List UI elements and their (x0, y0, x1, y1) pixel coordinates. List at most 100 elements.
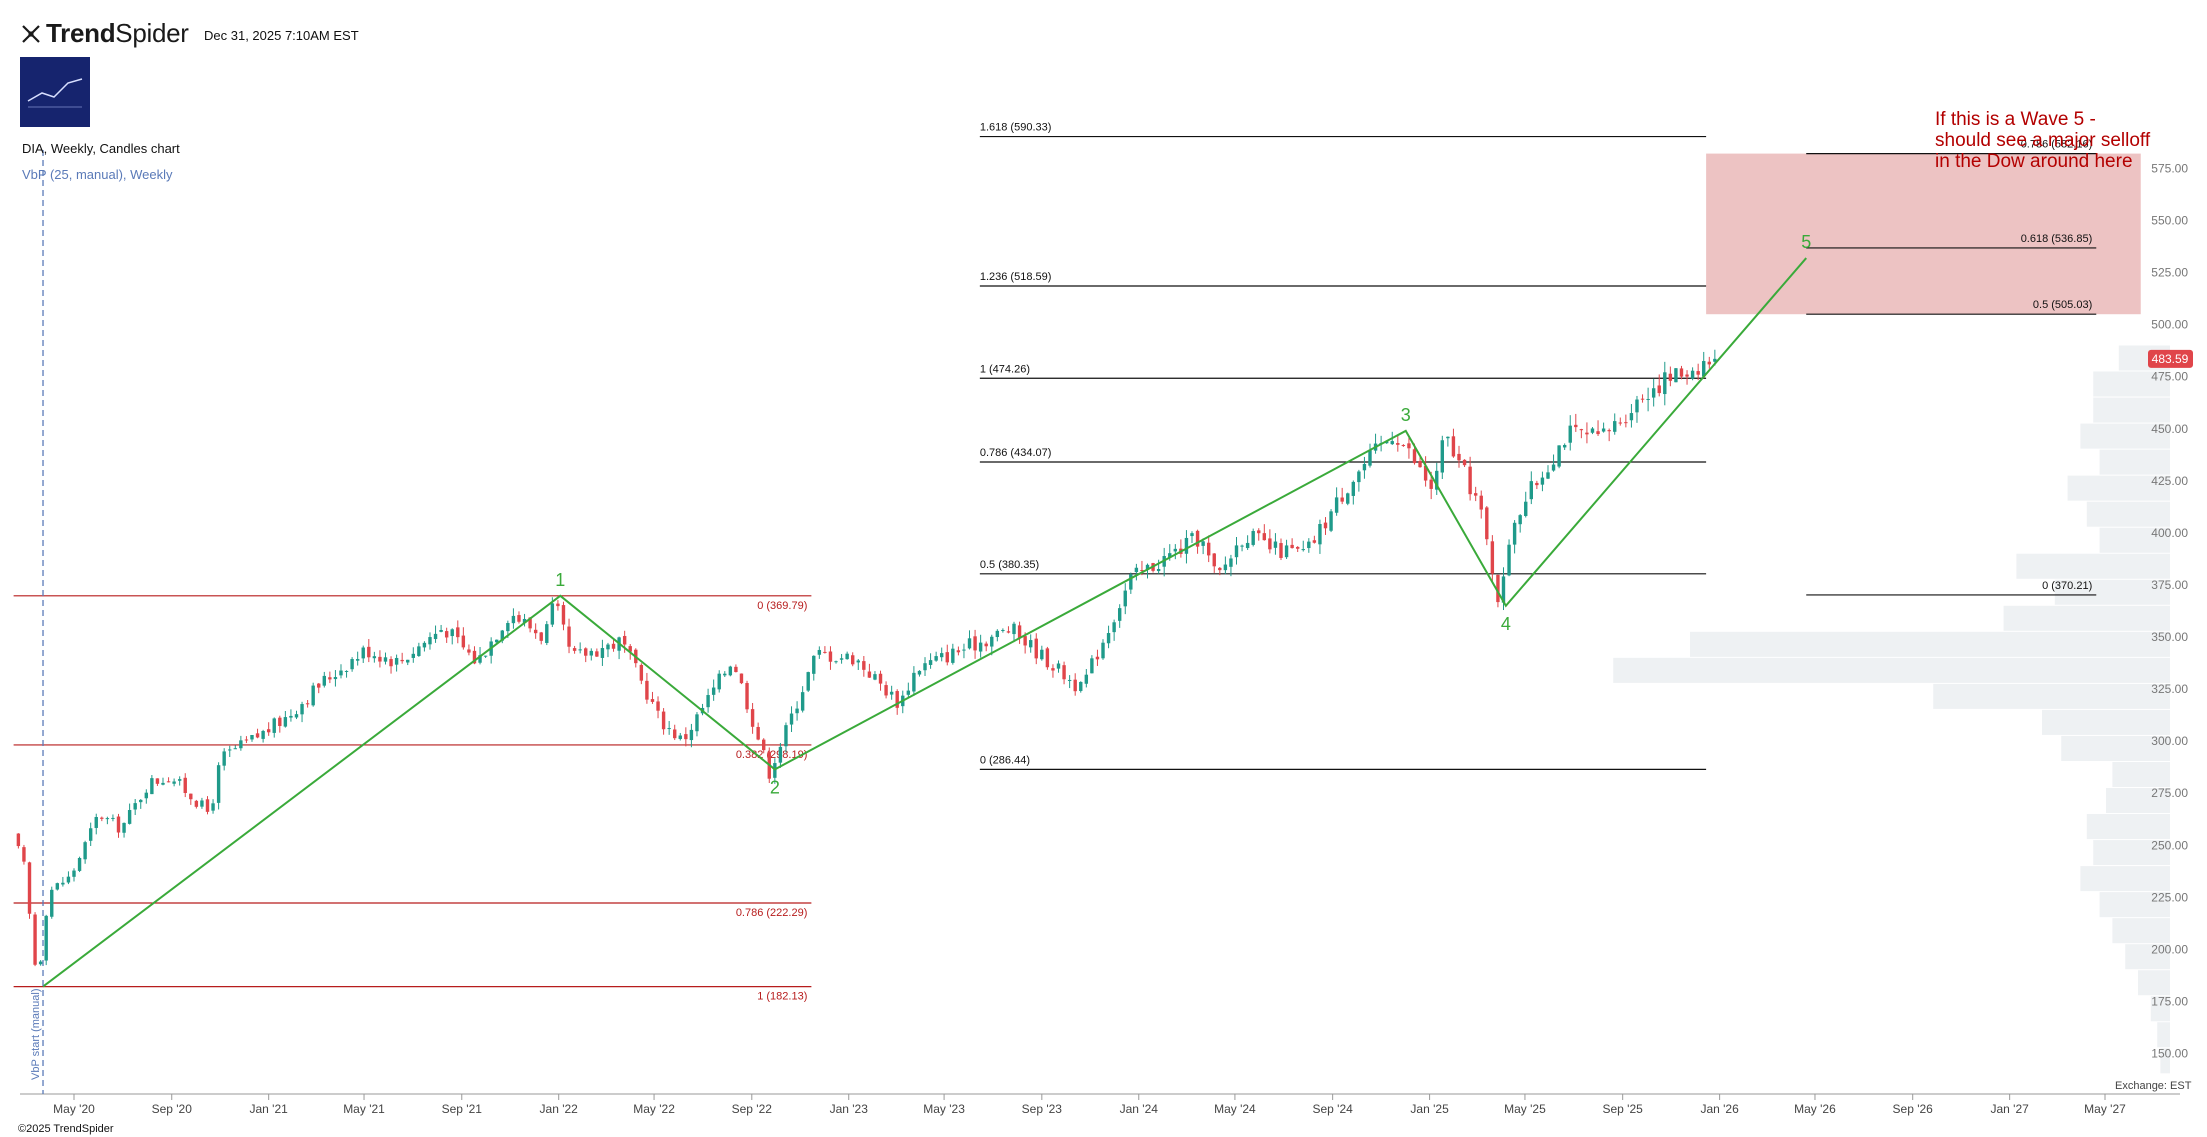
candle-body[interactable] (522, 618, 527, 624)
candle-body[interactable] (711, 687, 716, 695)
candle-body[interactable] (934, 656, 938, 661)
candle-body[interactable] (1429, 479, 1433, 489)
candle-body[interactable] (589, 650, 593, 656)
candle-body[interactable] (383, 657, 388, 662)
candle-body[interactable] (1473, 493, 1478, 496)
candle-body[interactable] (1651, 388, 1656, 398)
candle-body[interactable] (667, 728, 671, 730)
candle-body[interactable] (1557, 445, 1561, 467)
candle-body[interactable] (478, 655, 482, 663)
candle-body[interactable] (94, 817, 98, 828)
candle-body[interactable] (161, 782, 165, 785)
candle-body[interactable] (706, 695, 710, 708)
candle-body[interactable] (239, 740, 243, 749)
candle-body[interactable] (1390, 441, 1394, 445)
candle-body[interactable] (1123, 590, 1127, 607)
candle-body[interactable] (1006, 631, 1011, 633)
candle-body[interactable] (1618, 422, 1622, 424)
candle-body[interactable] (533, 629, 538, 634)
candle-body[interactable] (572, 648, 577, 651)
candle-body[interactable] (978, 642, 983, 652)
candle-body[interactable] (528, 617, 532, 629)
candle-body[interactable] (177, 779, 182, 781)
candle-body[interactable] (1529, 481, 1533, 500)
candle-body[interactable] (650, 699, 655, 702)
candle-body[interactable] (622, 635, 627, 645)
candle-body[interactable] (561, 605, 566, 625)
candle-body[interactable] (1145, 564, 1150, 570)
candle-body[interactable] (1134, 567, 1139, 573)
candle-body[interactable] (333, 677, 338, 680)
candle-body[interactable] (300, 704, 304, 715)
candle-body[interactable] (1040, 649, 1044, 660)
candle-body[interactable] (1518, 515, 1522, 525)
candle-body[interactable] (1017, 625, 1022, 638)
candle-body[interactable] (439, 629, 443, 632)
candle-body[interactable] (951, 648, 955, 663)
candle-body[interactable] (339, 670, 343, 676)
candle-body[interactable] (1229, 558, 1233, 567)
elliott-wave[interactable]: 1 2 3 4 5 (42, 232, 1811, 988)
candle-body[interactable] (1090, 658, 1094, 674)
candle-body[interactable] (1457, 453, 1461, 461)
candle-body[interactable] (1362, 464, 1367, 471)
candle-body[interactable] (328, 677, 332, 680)
candle-body[interactable] (367, 646, 371, 658)
candle-body[interactable] (812, 655, 816, 674)
candle-body[interactable] (851, 655, 855, 665)
candle-body[interactable] (511, 615, 516, 624)
candle-body[interactable] (1073, 679, 1077, 692)
candle-body[interactable] (1668, 373, 1673, 381)
candle-body[interactable] (133, 803, 137, 810)
candle-body[interactable] (317, 683, 321, 688)
candle-body[interactable] (1212, 553, 1216, 567)
candle-body[interactable] (1462, 459, 1467, 466)
candle-body[interactable] (72, 870, 76, 877)
candle-body[interactable] (1418, 461, 1422, 468)
candle-body[interactable] (417, 646, 421, 656)
candle-body[interactable] (1357, 471, 1361, 483)
candle-body[interactable] (1663, 372, 1667, 395)
candle-body[interactable] (1412, 449, 1417, 464)
candle-body[interactable] (172, 781, 176, 784)
candle-body[interactable] (795, 708, 799, 714)
candle-body[interactable] (1396, 443, 1400, 445)
candle-body[interactable] (606, 644, 610, 650)
candle-body[interactable] (100, 817, 104, 819)
candle-body[interactable] (250, 734, 254, 740)
candle-body[interactable] (1279, 543, 1283, 558)
candle-body[interactable] (1245, 542, 1250, 549)
candle-body[interactable] (194, 800, 199, 807)
indicator-label[interactable]: VbP (25, manual), Weekly (22, 167, 173, 182)
candle-body[interactable] (1340, 497, 1344, 502)
candle-body[interactable] (1507, 544, 1511, 576)
candle-body[interactable] (1218, 567, 1222, 571)
candle-body[interactable] (878, 673, 883, 684)
candle-body[interactable] (1034, 638, 1038, 659)
candle-body[interactable] (105, 818, 110, 820)
candle-body[interactable] (1551, 464, 1556, 471)
candle-body[interactable] (506, 623, 510, 632)
candle-body[interactable] (211, 803, 215, 811)
candle-body[interactable] (406, 659, 410, 663)
candle-body[interactable] (750, 709, 755, 727)
candle-body[interactable] (372, 656, 377, 659)
candle-body[interactable] (1301, 549, 1305, 551)
candle-body[interactable] (839, 658, 844, 660)
candle-body[interactable] (183, 777, 187, 794)
candle-body[interactable] (1062, 665, 1066, 680)
candle-body[interactable] (1067, 679, 1072, 681)
candle-body[interactable] (1190, 533, 1194, 537)
candle-body[interactable] (461, 635, 466, 648)
candle-body[interactable] (656, 701, 660, 711)
candle-body[interactable] (784, 725, 788, 747)
candle-body[interactable] (1140, 570, 1144, 572)
candle-body[interactable] (884, 685, 888, 696)
candle-body[interactable] (967, 638, 972, 649)
candle-body[interactable] (1257, 530, 1261, 534)
wave5-annotation[interactable]: If this is a Wave 5 - should see a major… (1935, 109, 2150, 172)
candle-body[interactable] (38, 961, 43, 965)
candle-body[interactable] (77, 857, 82, 871)
candle-body[interactable] (483, 655, 488, 657)
